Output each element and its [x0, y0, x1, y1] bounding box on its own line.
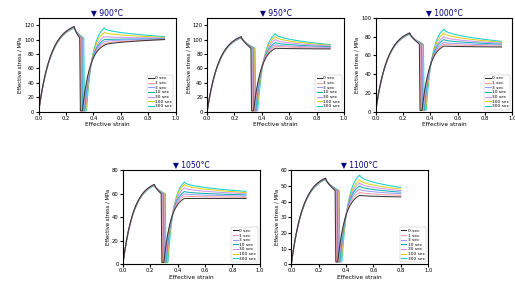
X-axis label: Effective strain: Effective strain — [85, 122, 129, 127]
Title: ▼ 1050°C: ▼ 1050°C — [173, 160, 210, 170]
Title: ▼ 1100°C: ▼ 1100°C — [341, 160, 378, 170]
X-axis label: Effective strain: Effective strain — [253, 122, 298, 127]
Y-axis label: Effective stress / MPa: Effective stress / MPa — [18, 37, 23, 93]
Legend: 0 sec, 1 sec, 3 sec, 10 sec, 30 sec, 100 sec, 300 sec: 0 sec, 1 sec, 3 sec, 10 sec, 30 sec, 100… — [147, 75, 173, 110]
X-axis label: Effective strain: Effective strain — [169, 275, 214, 280]
Legend: 0 sec, 1 sec, 3 sec, 10 sec, 30 sec, 100 sec, 300 sec: 0 sec, 1 sec, 3 sec, 10 sec, 30 sec, 100… — [315, 75, 342, 110]
Title: ▼ 900°C: ▼ 900°C — [91, 8, 123, 17]
Y-axis label: Effective stress / MPa: Effective stress / MPa — [274, 189, 279, 245]
Legend: 0 sec, 1 sec, 3 sec, 10 sec, 30 sec, 100 sec, 300 sec: 0 sec, 1 sec, 3 sec, 10 sec, 30 sec, 100… — [231, 228, 258, 262]
Y-axis label: Effective stress / MPa: Effective stress / MPa — [106, 189, 111, 245]
Legend: 0 sec, 1 sec, 3 sec, 10 sec, 30 sec, 100 sec, 300 sec: 0 sec, 1 sec, 3 sec, 10 sec, 30 sec, 100… — [484, 75, 510, 110]
Title: ▼ 950°C: ▼ 950°C — [260, 8, 291, 17]
X-axis label: Effective strain: Effective strain — [422, 122, 466, 127]
Title: ▼ 1000°C: ▼ 1000°C — [425, 8, 462, 17]
X-axis label: Effective strain: Effective strain — [337, 275, 382, 280]
Legend: 0 sec, 1 sec, 3 sec, 10 sec, 30 sec, 100 sec, 300 sec: 0 sec, 1 sec, 3 sec, 10 sec, 30 sec, 100… — [400, 228, 426, 262]
Y-axis label: Effective stress / MPa: Effective stress / MPa — [186, 37, 192, 93]
Y-axis label: Effective stress / MPa: Effective stress / MPa — [355, 37, 360, 93]
